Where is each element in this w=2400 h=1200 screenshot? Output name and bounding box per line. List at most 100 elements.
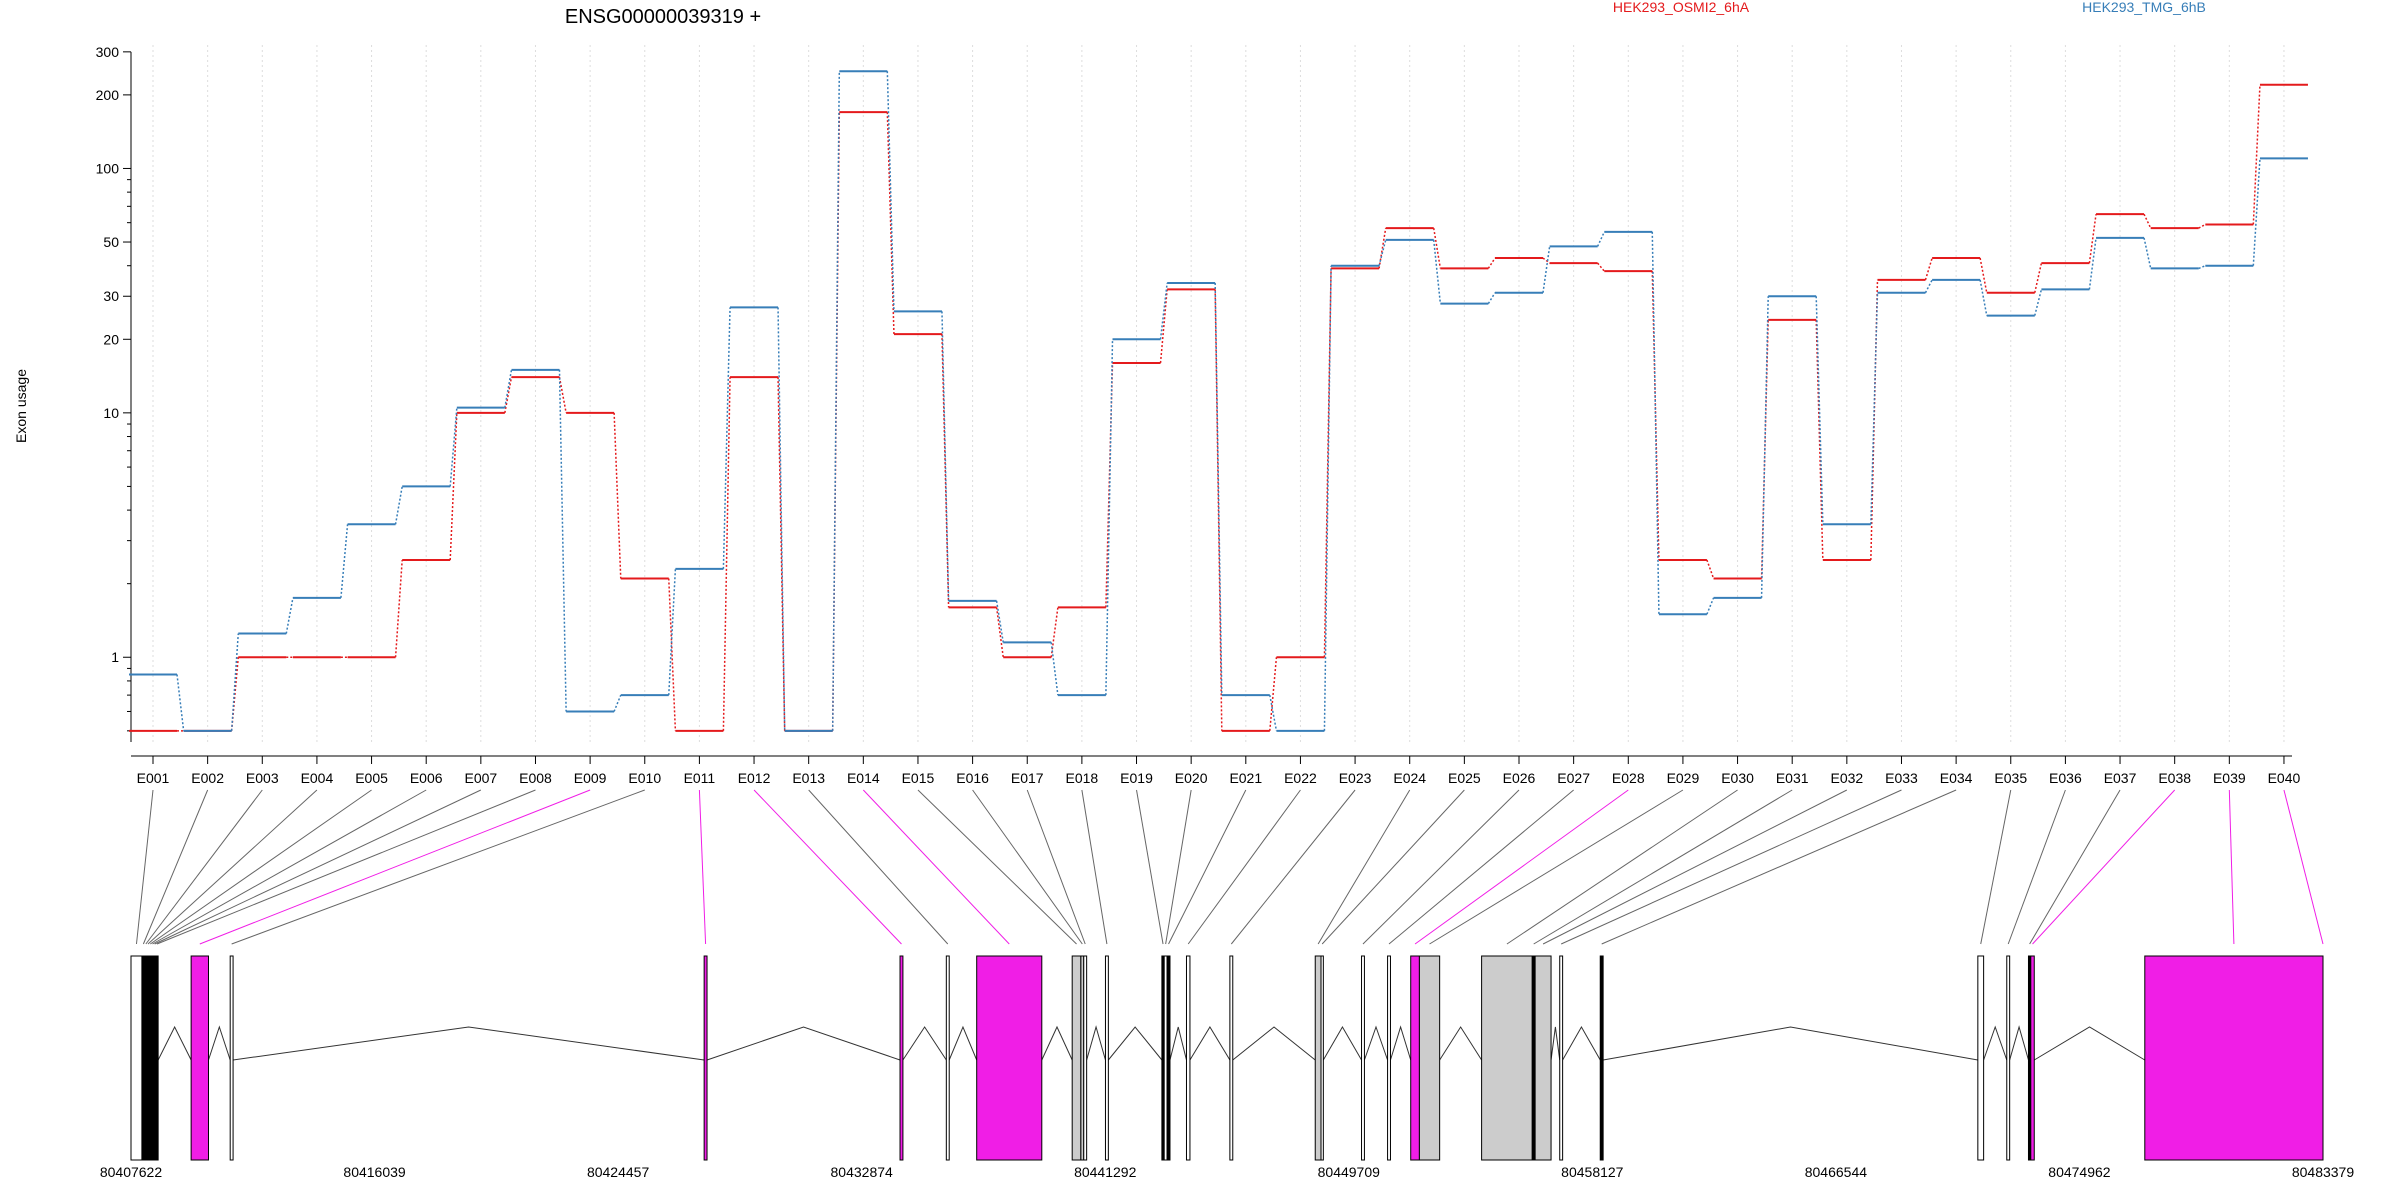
connector-E015 [917,789,1077,945]
exon-box-E026 [1361,955,1365,1161]
series-connector [722,377,731,731]
x-tick-label: E014 [847,770,880,786]
x-tick-label: E012 [738,770,771,786]
connector-E004 [147,789,318,945]
connector-E033 [1560,789,1902,945]
series-connector [2143,237,2152,269]
y-tick-label: 10 [103,405,119,421]
series-connector [1432,239,1442,304]
exon-box-E028 [1410,955,1420,1161]
x-tick-label: E011 [684,770,716,786]
intron-line [1363,1025,1389,1061]
exon-box-E009 [190,955,209,1161]
x-tick-label: E025 [1448,770,1481,786]
intron-line [948,1025,978,1061]
x-tick-label: E034 [1940,770,1973,786]
intron-line [208,1025,231,1061]
connector-E031 [1533,789,1793,945]
connector-E012 [753,789,902,945]
coordinate-label: 80449709 [1318,1164,1381,1180]
connector-E025 [1321,789,1465,945]
x-tick-label: E032 [1830,770,1863,786]
connector-E002 [142,789,209,945]
x-tick-label: E031 [1776,770,1809,786]
connector-E035 [1980,789,2012,945]
x-tick-label: E013 [792,770,825,786]
exon-box-E011 [703,955,708,1161]
series-connector [1487,257,1496,269]
series-connector [449,412,458,561]
y-tick-label: 300 [96,44,120,60]
series-connector [668,578,677,731]
intron-line [1041,1025,1073,1061]
x-tick-label: E009 [574,770,607,786]
x-tick-label: E018 [1066,770,1099,786]
connector-E008 [156,789,536,945]
y-axis: 1 10 20 30 50 100 200 300 [96,44,132,742]
series-connector [1979,257,1988,293]
series-connector [1105,362,1114,608]
exon-box-E022 [1185,955,1191,1161]
connector-E006 [152,789,427,945]
y-tick-label: 100 [96,160,120,176]
exon-box-E010 [229,955,234,1161]
series-connector [1159,282,1168,340]
exon-box-E015 [1071,955,1082,1161]
series-connector [1542,246,1551,293]
y-tick-label: 1 [111,649,119,665]
series-connector [722,307,731,569]
connector-E022 [1187,789,1301,945]
x-axis: E001 E002 E003 E004 E005 E006 E007 E008 E009 E010… [131,755,2301,786]
exon-box-E025 [1320,955,1324,1161]
intron-line [1086,1025,1106,1061]
x-tick-label: E024 [1393,770,1426,786]
connector-E011 [698,789,707,945]
series-connector [285,597,294,634]
x-tick-label: E007 [464,770,497,786]
x-tick-label: E016 [956,770,989,786]
connector-E023 [1230,789,1356,945]
x-tick-label: E036 [2049,770,2082,786]
exon-box-E038 [2030,955,2035,1161]
x-tick-label: E022 [1284,770,1317,786]
series-connector [1924,279,1933,294]
connector-E021 [1168,789,1247,945]
series-connector [2034,262,2043,293]
series-connector [504,369,513,408]
series-connector [941,334,950,608]
coordinate-label: 80432874 [831,1164,894,1180]
connector-E013 [808,789,949,945]
exon-box-E036 [2006,955,2011,1161]
series-connector [1323,265,1332,731]
connector-E020 [1165,789,1192,945]
series-connector [1105,339,1114,696]
series-connector [1159,289,1168,364]
exon-box-E023 [1229,955,1234,1161]
x-tick-label: E023 [1339,770,1372,786]
series-connector [449,407,458,487]
series-connector [1597,262,1605,272]
intron-line [1322,1026,1362,1061]
connector-E037 [2029,789,2121,945]
exon-box-E032 [1534,955,1552,1161]
exon-box-E035 [1977,955,1985,1161]
connector-E038 [2032,789,2176,945]
series-connector [2252,158,2261,266]
legend-label-osmi2: HEK293_OSMI2_6hA [1613,0,1750,15]
x-tick-label: E039 [2213,770,2246,786]
intron-line [2009,1025,2029,1061]
connector-E026 [1362,789,1520,945]
gene-model [130,955,2324,1161]
x-tick-label: E017 [1011,770,1044,786]
x-tick-label: E021 [1229,770,1262,786]
exon-connector-lines [135,789,2324,945]
series-connector [613,694,622,712]
series-connector [1050,607,1059,658]
series-HEK293_TMG_6hB [129,70,2308,732]
x-tick-label: E033 [1885,770,1918,786]
series-connector [2088,214,2097,264]
intron-line [1983,1025,2008,1061]
exon-box-E033 [1559,955,1564,1161]
connector-E034 [1601,789,1957,945]
series-connector [230,633,240,731]
